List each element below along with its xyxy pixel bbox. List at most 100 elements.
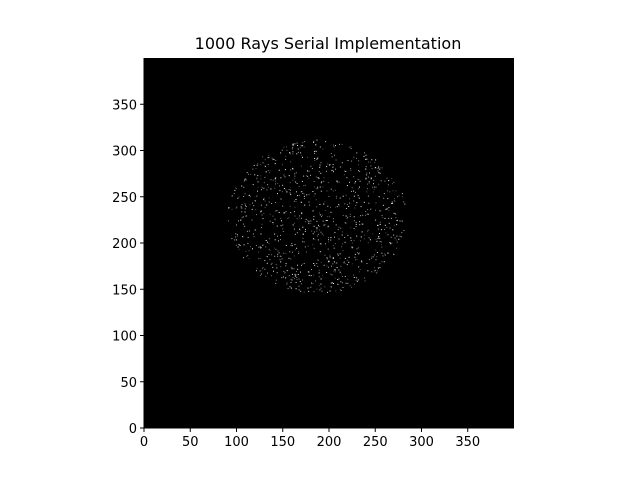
ray-hit-point	[282, 231, 284, 232]
ray-hit-point	[335, 195, 337, 197]
ray-hit-point	[245, 215, 247, 217]
ray-hit-point	[300, 191, 302, 193]
ray-hit-point	[313, 215, 315, 217]
ray-hit-point	[395, 190, 397, 192]
ray-hit-point	[257, 163, 259, 165]
x-tick-label: 50	[182, 435, 199, 450]
ray-hit-point	[325, 141, 327, 143]
ray-hit-point	[301, 145, 303, 147]
ray-hit-point	[342, 250, 344, 251]
ray-hit-point	[356, 235, 358, 237]
ray-hit-point	[343, 174, 345, 176]
ray-hit-point	[346, 259, 348, 261]
ray-hit-point	[384, 254, 386, 256]
ray-hit-point	[294, 244, 296, 245]
ray-hit-point	[274, 239, 276, 241]
ray-hit-point	[292, 179, 294, 181]
ray-hit-point	[357, 164, 359, 166]
ray-hit-point	[268, 243, 270, 245]
ray-hit-point	[237, 235, 239, 237]
ray-hit-point	[253, 205, 255, 207]
ray-hit-point	[344, 263, 346, 265]
ray-hit-point	[327, 205, 329, 207]
ray-hit-point	[305, 229, 306, 231]
ray-hit-point	[282, 184, 284, 186]
ray-hit-point	[295, 288, 297, 290]
ray-hit-point	[386, 177, 388, 179]
ray-hit-point	[284, 169, 286, 171]
ray-hit-point	[238, 248, 240, 250]
ray-hit-point	[267, 241, 269, 243]
ray-hit-point	[314, 151, 315, 153]
ray-hit-point	[388, 180, 390, 182]
ray-hit-point	[313, 142, 315, 143]
ray-hit-point	[256, 267, 258, 269]
ray-hit-point	[307, 287, 309, 289]
ray-hit-point	[323, 203, 325, 205]
ray-hit-point	[332, 257, 334, 259]
ray-hit-point	[313, 225, 315, 227]
ray-hit-point	[274, 187, 276, 189]
ray-hit-point	[285, 263, 287, 265]
ray-hit-point	[292, 151, 294, 153]
ray-hit-point	[333, 261, 335, 263]
ray-hit-point	[294, 206, 296, 208]
ray-hit-point	[272, 215, 274, 217]
ray-hit-point	[330, 286, 332, 288]
x-axis: 0 50 100 150 200 250 300 350	[140, 427, 514, 450]
ray-hit-point	[348, 256, 350, 258]
ray-hit-point	[389, 191, 391, 193]
ray-hit-point	[335, 262, 337, 264]
ray-hit-point	[315, 280, 316, 282]
ray-hit-point	[364, 152, 365, 154]
ray-hit-point	[295, 199, 297, 200]
ray-hit-point	[320, 182, 322, 184]
ray-hit-point	[387, 234, 389, 236]
ray-hit-point	[339, 197, 341, 199]
ray-hit-point	[357, 279, 359, 281]
ray-hit-point	[283, 188, 285, 189]
ray-hit-point	[289, 153, 291, 155]
ray-hit-point	[296, 232, 298, 234]
ray-hit-point	[280, 266, 282, 268]
ray-hit-point	[395, 239, 397, 241]
ray-hit-point	[274, 218, 276, 220]
ray-hit-point	[378, 237, 380, 239]
ray-hit-point	[353, 228, 355, 229]
ray-hit-point	[290, 281, 292, 283]
ray-hit-point	[381, 214, 383, 216]
ray-hit-point	[236, 234, 238, 235]
ray-hit-point	[269, 213, 271, 215]
ray-hit-point	[238, 196, 240, 198]
ray-hit-point	[277, 250, 279, 252]
ray-hit-point	[243, 244, 245, 246]
ray-hit-point	[301, 212, 303, 214]
ray-hit-point	[248, 250, 250, 252]
ray-hit-point	[335, 224, 337, 226]
ray-hit-point	[347, 216, 349, 218]
ray-hit-point	[298, 252, 300, 254]
ray-hit-point	[375, 249, 377, 251]
ray-hit-point	[264, 260, 266, 262]
ray-hit-point	[375, 270, 377, 271]
ray-hit-point	[356, 252, 358, 254]
ray-hit-point	[240, 206, 242, 208]
ray-hit-point	[292, 251, 293, 253]
ray-hit-point	[337, 253, 339, 255]
ray-hit-point	[314, 193, 316, 195]
ray-hit-point	[293, 200, 295, 202]
ray-hit-point	[366, 191, 368, 193]
ray-hit-point	[259, 275, 261, 276]
ray-hit-point	[267, 272, 268, 274]
ray-hit-point	[328, 266, 329, 268]
ray-hit-point	[329, 164, 331, 166]
ray-hit-point	[370, 208, 371, 210]
ray-hit-point	[365, 168, 367, 170]
ray-hit-point	[380, 210, 382, 212]
ray-hit-point	[280, 225, 282, 227]
ray-hit-point	[334, 269, 336, 271]
ray-hit-point	[316, 206, 318, 208]
ray-hit-point	[290, 161, 292, 163]
ray-hit-point	[310, 174, 311, 176]
ray-hit-point	[326, 265, 328, 267]
